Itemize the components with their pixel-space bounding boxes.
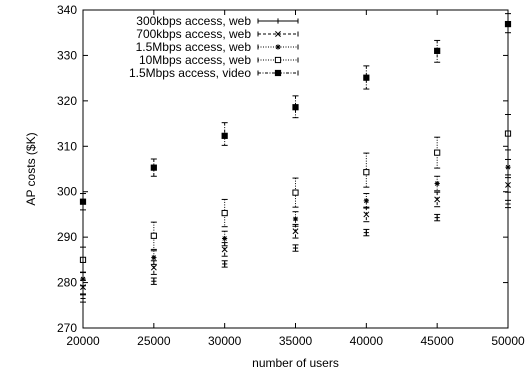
data-point xyxy=(363,230,369,236)
legend-entry-3: 10Mbps access, web xyxy=(139,53,299,67)
legend-swatch xyxy=(257,18,299,24)
data-point xyxy=(150,164,157,171)
y-tick-label: 290 xyxy=(57,230,77,244)
data-point xyxy=(292,104,299,111)
error-bar xyxy=(292,177,299,208)
data-point xyxy=(363,211,370,218)
x-axis-label: number of users xyxy=(252,356,339,370)
legend-swatch xyxy=(257,69,299,77)
legend-label: 300kbps access, web xyxy=(136,14,251,28)
error-bar xyxy=(221,198,228,228)
y-tick-label: 270 xyxy=(57,321,77,335)
error-bar xyxy=(221,122,228,146)
x-tick-label: 25000 xyxy=(137,334,171,348)
y-tick-label: 310 xyxy=(57,139,77,153)
data-point xyxy=(151,254,157,261)
error-bar xyxy=(150,221,157,250)
y-axis-label: AP costs ($K) xyxy=(24,132,38,205)
x-tick-label: 20000 xyxy=(66,334,100,348)
error-bar xyxy=(363,193,370,209)
legend-swatch xyxy=(257,31,299,37)
y-tick-label: 280 xyxy=(57,276,77,290)
error-bar xyxy=(221,230,228,247)
data-point xyxy=(434,47,441,54)
data-point xyxy=(292,216,299,222)
data-point xyxy=(292,245,299,251)
data-point xyxy=(434,149,441,156)
error-bar xyxy=(292,95,299,119)
data-point xyxy=(363,74,370,81)
legend-entry-0: 300kbps access, web xyxy=(136,14,299,28)
error-bar xyxy=(434,175,441,192)
data-point xyxy=(292,189,299,196)
data-point xyxy=(221,209,228,217)
legend-label: 1.5Mbps access, web xyxy=(136,40,252,54)
data-point xyxy=(363,198,369,204)
legend-entry-1: 700kbps access, web xyxy=(136,27,299,41)
x-axis: 20000 25000 30000 35000 40000 45000 50000 xyxy=(66,10,525,348)
data-point xyxy=(222,261,228,267)
data-point xyxy=(434,180,440,187)
error-bar xyxy=(150,250,157,265)
legend-entry-2: 1.5Mbps access, web xyxy=(136,40,299,54)
legend-entry-4: 1.5Mbps access, video xyxy=(129,66,299,80)
x-tick-label: 40000 xyxy=(350,334,384,348)
y-tick-label: 300 xyxy=(57,185,77,199)
y-tick-label: 340 xyxy=(57,3,77,17)
data-point xyxy=(434,196,441,203)
legend-label: 1.5Mbps access, video xyxy=(129,66,251,80)
legend-label: 700kbps access, web xyxy=(136,27,251,41)
x-tick-label: 50000 xyxy=(491,334,525,348)
y-tick-label: 330 xyxy=(57,48,77,62)
error-bar xyxy=(292,211,299,227)
data-point xyxy=(150,264,157,271)
series-1 xyxy=(80,177,511,295)
data-point xyxy=(292,228,299,235)
data-point xyxy=(434,215,440,221)
data-point xyxy=(150,232,157,239)
error-bar xyxy=(363,152,370,188)
error-bar xyxy=(434,39,441,63)
y-axis: 270 280 290 300 310 320 330 340 xyxy=(57,3,508,335)
data-point xyxy=(222,235,228,242)
data-point xyxy=(151,278,157,284)
x-tick-label: 35000 xyxy=(279,334,313,348)
y-tick-label: 320 xyxy=(57,94,77,108)
legend-swatch xyxy=(257,44,299,50)
legend-label: 10Mbps access, web xyxy=(139,53,251,67)
data-point xyxy=(221,246,228,253)
legend-swatch xyxy=(257,56,299,64)
x-tick-label: 30000 xyxy=(208,334,242,348)
data-point xyxy=(221,132,228,139)
data-point xyxy=(363,169,370,176)
x-tick-label: 45000 xyxy=(420,334,454,348)
